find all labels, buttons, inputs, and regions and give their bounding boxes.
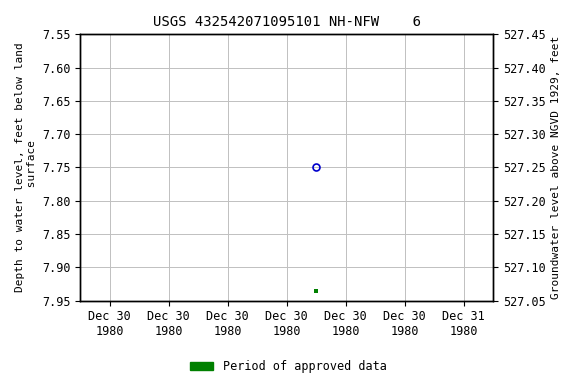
Y-axis label: Groundwater level above NGVD 1929, feet: Groundwater level above NGVD 1929, feet <box>551 36 561 299</box>
Title: USGS 432542071095101 NH-NFW    6: USGS 432542071095101 NH-NFW 6 <box>153 15 420 29</box>
Y-axis label: Depth to water level, feet below land
 surface: Depth to water level, feet below land su… <box>15 43 37 292</box>
Legend: Period of approved data: Period of approved data <box>185 356 391 378</box>
